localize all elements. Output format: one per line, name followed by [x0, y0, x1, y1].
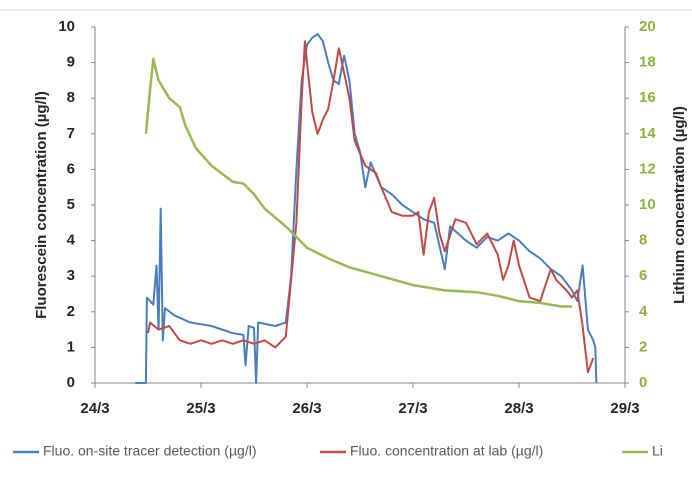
- legend-label: Fluo. concentration at lab (µg/l): [350, 443, 543, 459]
- y-tick-label: 2: [67, 303, 75, 320]
- y-tick-label: 8: [67, 89, 75, 106]
- y-tick-label: 5: [67, 196, 75, 213]
- series-line: [144, 57, 572, 308]
- y2-axis-label: Lithium concentration (µg/l): [671, 106, 688, 304]
- y2-tick-label: 18: [639, 54, 656, 71]
- y2-tick-label: 8: [639, 232, 647, 249]
- legend-label: Fluo. on-site tracer detection (µg/l): [43, 443, 257, 459]
- y2-tick-label: 2: [639, 338, 647, 355]
- y2-tick-label: 10: [639, 196, 656, 213]
- y2-tick-label: 16: [639, 89, 656, 106]
- x-tick-label: 25/3: [186, 400, 215, 417]
- y-tick-label: 9: [67, 54, 75, 71]
- y-tick-label: 0: [67, 374, 75, 391]
- y-tick-label: 4: [67, 232, 76, 249]
- y2-tick-label: 6: [639, 267, 647, 284]
- series-line: [147, 40, 595, 374]
- legend-label: Li: [652, 443, 663, 459]
- x-tick-label: 27/3: [398, 400, 427, 417]
- y-tick-label: 1: [67, 338, 75, 355]
- y2-tick-label: 0: [639, 374, 647, 391]
- y2-tick-label: 14: [639, 125, 656, 142]
- y-axis-label: Fluorescein concentration (µg/l): [33, 91, 50, 319]
- y2-tick-label: 20: [639, 18, 656, 35]
- y-tick-label: 3: [67, 267, 75, 284]
- x-tick-label: 29/3: [610, 400, 639, 417]
- y-tick-label: 10: [58, 18, 75, 35]
- y-tick-label: 7: [67, 125, 75, 142]
- x-tick-label: 24/3: [80, 400, 109, 417]
- y2-tick-label: 12: [639, 160, 656, 177]
- series-line: [135, 33, 598, 384]
- x-tick-label: 28/3: [504, 400, 533, 417]
- x-tick-label: 26/3: [292, 400, 321, 417]
- y-tick-label: 6: [67, 160, 75, 177]
- y2-tick-label: 4: [639, 303, 648, 320]
